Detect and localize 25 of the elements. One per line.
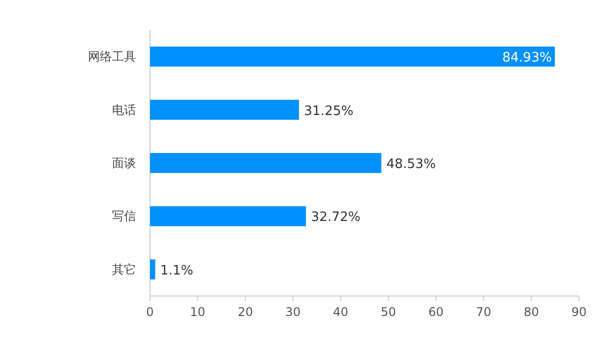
- x-tick-label: 90: [571, 305, 587, 319]
- bar: [150, 100, 299, 120]
- data-label: 1.1%: [160, 263, 194, 278]
- x-tick-label: 10: [190, 305, 206, 319]
- y-tick-label: 其它: [112, 262, 136, 276]
- x-tick-label: 50: [380, 305, 396, 319]
- x-tick-label: 40: [333, 305, 348, 319]
- bar: [150, 153, 382, 173]
- x-tick-label: 30: [285, 305, 301, 319]
- bar: [150, 206, 306, 226]
- data-label: 48.53%: [386, 157, 436, 172]
- x-tick-label: 0: [146, 305, 154, 319]
- y-tick-label: 网络工具: [88, 50, 136, 64]
- x-tick-label: 70: [476, 305, 492, 319]
- x-tick-label: 60: [428, 305, 444, 319]
- bar: [150, 259, 156, 280]
- x-tick-label: 80: [524, 305, 539, 319]
- bar: [150, 46, 555, 67]
- data-label: 84.93%: [502, 50, 552, 66]
- x-tick-label: 20: [238, 305, 253, 319]
- data-label: 32.72%: [310, 210, 361, 226]
- y-tick-label: 写信: [112, 209, 136, 224]
- data-label: 31.25%: [304, 104, 354, 119]
- y-tick-label: 电话: [112, 102, 136, 117]
- y-tick-label: 面谈: [112, 156, 136, 170]
